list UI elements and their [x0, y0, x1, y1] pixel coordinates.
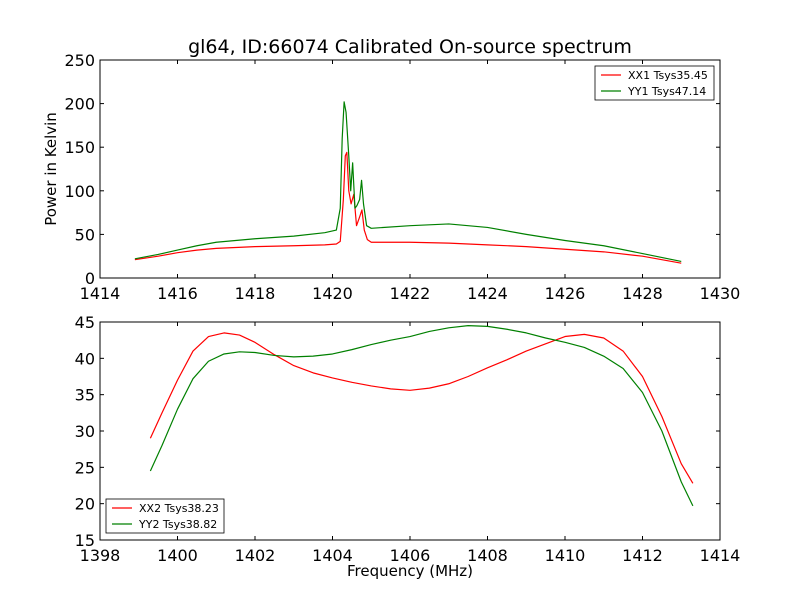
top-panel-ticks: 1414 1416 1418 1420 1422 1424 1426 1428 1430 0 50 1…: [64, 51, 740, 303]
bottom-x-axis-label: Frequency (MHz): [347, 562, 473, 580]
top-y-tick-label: 100: [64, 182, 95, 201]
bottom-legend-box: [105, 498, 225, 534]
bottom-x-tick-label: 1404: [312, 546, 353, 565]
bottom-x-tick-label: 1408: [467, 546, 508, 565]
top-x-tick-label: 1428: [622, 284, 663, 303]
top-panel: gl64, ID:66074 Calibrated On-source spec…: [42, 36, 740, 303]
bottom-x-tick-label: 1406: [390, 546, 431, 565]
bottom-y-tick-label: 40: [75, 349, 95, 368]
top-y-tick-label: 200: [64, 95, 95, 114]
chart-title: gl64, ID:66074 Calibrated On-source spec…: [188, 36, 632, 58]
bottom-panel-frame: [99, 321, 721, 541]
top-y-tick-label: 250: [64, 51, 95, 70]
top-y-tick-label: 50: [75, 225, 95, 244]
bottom-y-tick-label: 15: [75, 531, 95, 550]
top-x-tick-label: 1426: [545, 284, 586, 303]
bottom-legend-label-xx2: XX2 Tsys38.23: [139, 502, 219, 515]
top-x-tick-label: 1414: [80, 284, 121, 303]
bottom-panel: 1398 1400 1402 1404 1406 1408 1410 1412 1414 15 20…: [75, 313, 741, 580]
bottom-y-tick-label: 25: [75, 458, 95, 477]
bottom-x-tick-label: 1414: [700, 546, 741, 565]
top-y-tick-label: 150: [64, 138, 95, 157]
bottom-legend: XX2 Tsys38.23 YY2 Tsys38.82: [105, 498, 225, 534]
top-y-tick-label: 0: [85, 269, 95, 288]
top-series-line-1: [134, 151, 682, 264]
top-x-tick-label: 1420: [312, 284, 353, 303]
top-legend-box: [594, 65, 715, 101]
top-x-tick-label: 1424: [467, 284, 508, 303]
top-x-tick-label: 1416: [157, 284, 198, 303]
bottom-x-tick-label: 1402: [235, 546, 276, 565]
top-panel-series: [134, 101, 682, 264]
bottom-x-tick-label: 1410: [545, 546, 586, 565]
top-y-axis-label: Power in Kelvin: [42, 112, 60, 226]
bottom-y-tick-label: 45: [75, 313, 95, 332]
top-x-tick-label: 1422: [390, 284, 431, 303]
top-legend-label-yy1: YY1 Tsys47.14: [627, 85, 706, 98]
top-x-tick-label: 1418: [235, 284, 276, 303]
bottom-series-line-2: [149, 325, 694, 507]
bottom-panel-ticks: 1398 1400 1402 1404 1406 1408 1410 1412 1414 15 20…: [75, 313, 741, 565]
bottom-x-tick-label: 1412: [622, 546, 663, 565]
bottom-x-tick-label: 1400: [157, 546, 198, 565]
bottom-legend-label-yy2: YY2 Tsys38.82: [138, 518, 217, 531]
top-legend: XX1 Tsys35.45 YY1 Tsys47.14: [594, 65, 715, 101]
bottom-panel-series: [149, 325, 694, 507]
top-panel-frame: [99, 59, 721, 279]
bottom-series-line-1: [149, 332, 694, 484]
bottom-x-tick-label: 1398: [80, 546, 121, 565]
bottom-y-tick-label: 20: [75, 495, 95, 514]
bottom-y-tick-label: 35: [75, 386, 95, 405]
top-x-tick-label: 1430: [700, 284, 741, 303]
bottom-y-tick-label: 30: [75, 422, 95, 441]
top-series-line-2: [134, 101, 682, 263]
top-legend-label-xx1: XX1 Tsys35.45: [628, 69, 708, 82]
